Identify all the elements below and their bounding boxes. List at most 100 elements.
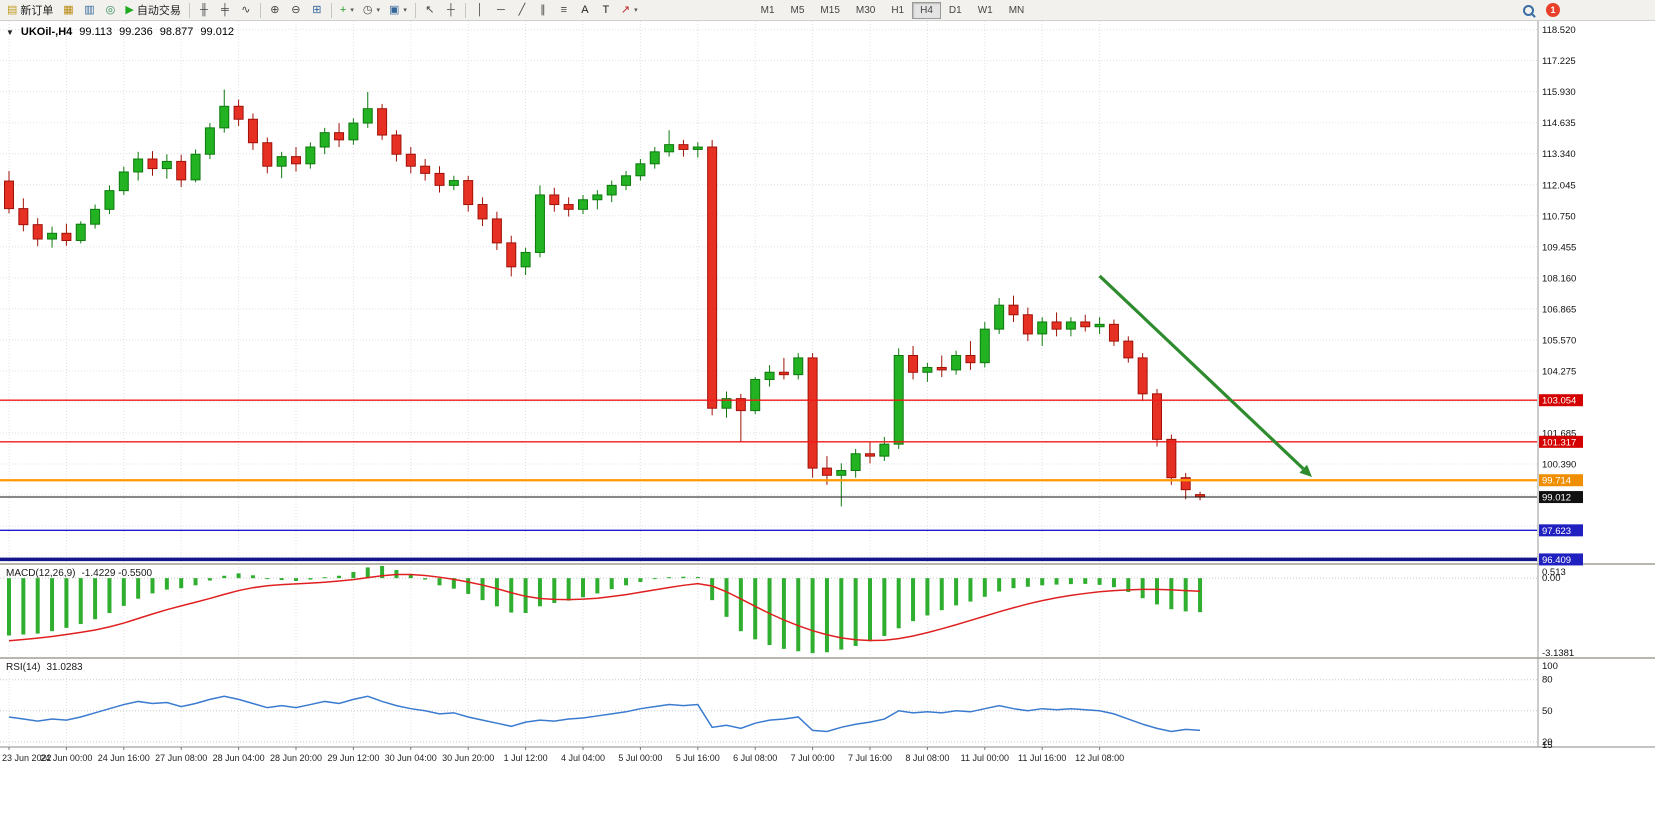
panel-splitter[interactable] [0, 563, 1655, 565]
text-label-button[interactable]: T [596, 1, 616, 19]
price-axis-label: 118.520 [1542, 25, 1576, 36]
timeframe-m30-button[interactable]: M30 [855, 4, 876, 16]
candle [463, 175, 474, 212]
market-watch-button[interactable]: ▥ [79, 1, 99, 19]
candle [1065, 317, 1076, 337]
line-chart-button[interactable]: ∿ [236, 1, 256, 19]
candle [793, 353, 804, 380]
open-value: 99.113 [79, 26, 113, 38]
candle [549, 187, 560, 212]
price-axis[interactable]: 118.520 117.225 115.930 114.635 113.340 112.0… [1537, 21, 1583, 751]
price-axis-label: 109.455 [1542, 242, 1576, 253]
crosshair-button[interactable]: ┼ [441, 1, 461, 19]
date-label: 28 Jun 04:00 [213, 753, 265, 763]
macd-axis-label: 0.00 [1542, 573, 1561, 584]
templates-button[interactable]: ▣ ▾ [385, 1, 411, 19]
crosshair-icon: ┼ [446, 3, 455, 16]
candle [305, 142, 316, 169]
periods-button[interactable]: ◷ ▾ [359, 1, 384, 19]
macd-axis-label: 0.513 [1542, 567, 1566, 578]
dropdown-caret-icon[interactable]: ▾ [376, 7, 380, 14]
timeframe-h1-button[interactable]: H1 [891, 4, 905, 16]
arrow-shapes-icon: ↗ [620, 3, 631, 16]
candle [291, 147, 301, 172]
date-label: 12 Jul 08:00 [1075, 753, 1124, 763]
candle [951, 350, 962, 375]
dropdown-caret-icon[interactable]: ▾ [403, 7, 407, 14]
macd-histogram-bar [136, 578, 141, 599]
macd-histogram-bar [710, 578, 715, 601]
zoom-in-icon: ⊕ [270, 3, 280, 16]
indicators-button[interactable]: + ▾ [336, 1, 358, 19]
bar-chart-button[interactable]: ╫ [194, 1, 214, 19]
candle [721, 391, 732, 418]
candle [104, 185, 115, 215]
toolbar-separator [330, 2, 332, 18]
macd-values: -1.4229 -0.5500 [81, 568, 153, 579]
collapse-arrow-icon[interactable]: ▼ [6, 27, 14, 37]
dropdown-caret-icon[interactable]: ▾ [634, 7, 638, 14]
timeframe-w1-button[interactable]: W1 [977, 4, 993, 16]
vertical-line-button[interactable]: │ [470, 1, 490, 19]
macd-histogram-bar [552, 578, 557, 603]
search-icon[interactable] [1523, 4, 1534, 16]
main-toolbar: ▤ 新订单 ▦ ▥ ◎ ▶ 自动交易 ╫ ╪ ∿ ⊕ ⊖ ⊞ + ▾ ◷ ▾ ▣ ▾ ↖ ┼ │ ─ ╱ ∥ ≡ A T ↗ ▾ M1 M5 M… [0, 0, 1655, 21]
macd-histogram-bar [509, 578, 514, 613]
candle [664, 130, 675, 157]
line-chart-icon: ∿ [241, 3, 251, 16]
timeframe-h4-button[interactable]: H4 [912, 1, 941, 19]
candle [75, 221, 86, 244]
candlestick-chart-button[interactable]: ╪ [215, 1, 235, 19]
candle [836, 463, 847, 507]
zoom-in-button[interactable]: ⊕ [265, 1, 285, 19]
macd-histogram-bar [667, 577, 672, 579]
timeframe-m15-button[interactable]: M15 [820, 4, 840, 16]
price-axis-label: 115.930 [1542, 87, 1576, 98]
trendline-button[interactable]: ╱ [512, 1, 532, 19]
timeframe-d1-button[interactable]: D1 [948, 4, 962, 16]
macd-histogram-bar [437, 578, 442, 586]
candles-layer [4, 89, 1206, 507]
candle [578, 194, 588, 215]
candle [764, 365, 775, 387]
price-axis-label: 117.225 [1542, 56, 1576, 67]
price-axis-label: 106.865 [1542, 304, 1576, 315]
charts-profile-button[interactable]: ▦ [58, 1, 78, 19]
tile-windows-button[interactable]: ⊞ [307, 1, 327, 19]
price-axis-label: 105.570 [1542, 335, 1576, 346]
notification-badge[interactable]: 1 [1546, 3, 1560, 17]
timeframe-mn-button[interactable]: MN [1008, 4, 1025, 16]
panel-splitter[interactable] [0, 657, 1655, 659]
macd-histogram-bar [609, 578, 614, 590]
zoom-out-button[interactable]: ⊖ [286, 1, 306, 19]
channel-button[interactable]: ∥ [533, 1, 553, 19]
timeframe-m5-button[interactable]: M5 [790, 4, 805, 16]
candle [1008, 295, 1019, 322]
new-order-button[interactable]: ▤ 新订单 [3, 1, 57, 19]
navigator-button[interactable]: ◎ [100, 1, 120, 19]
trend-arrow[interactable] [1098, 274, 1312, 477]
macd-histogram-bar [1140, 578, 1145, 599]
fibonacci-button[interactable]: ≡ [554, 1, 574, 19]
rsi-value: 31.0283 [46, 662, 83, 673]
rsi-axis-label: 100 [1542, 661, 1558, 672]
macd-histogram-bar [1155, 578, 1159, 605]
cursor-button[interactable]: ↖ [420, 1, 440, 19]
timeframe-m1-button[interactable]: M1 [760, 4, 775, 16]
macd-histogram-bar [724, 578, 729, 617]
dropdown-caret-icon[interactable]: ▾ [350, 7, 354, 14]
candle [32, 218, 43, 247]
candle [276, 151, 287, 179]
horizontal-line-button[interactable]: ─ [491, 1, 511, 19]
autotrading-button[interactable]: ▶ 自动交易 [121, 1, 184, 19]
zoom-out-icon: ⊖ [291, 3, 301, 16]
macd-histogram-bar [380, 565, 385, 579]
macd-histogram-bar [207, 578, 212, 581]
date-label: 6 Jul 08:00 [733, 753, 777, 763]
text-button[interactable]: A [575, 1, 595, 19]
rsi-name: RSI(14) [6, 662, 41, 673]
price-axis-label: 110.750 [1542, 211, 1576, 222]
macd-histogram-bar [480, 578, 485, 601]
shapes-button[interactable]: ↗ ▾ [617, 1, 642, 19]
